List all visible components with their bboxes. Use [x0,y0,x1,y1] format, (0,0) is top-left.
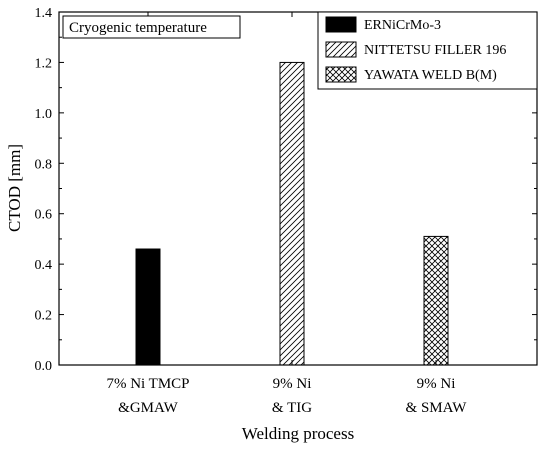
legend-label: ERNiCrMo-3 [364,18,441,33]
bars-group [135,61,449,366]
x-tick-label-line1: 9% Ni [273,376,312,392]
y-tick-label: 0.0 [35,359,53,374]
legend-label: NITTETSU FILLER 196 [364,43,506,58]
bar [279,61,305,366]
y-axis-label: CTOD [mm] [5,144,24,232]
bar [135,248,161,366]
x-axis-label: Welding process [242,424,354,443]
legend: ERNiCrMo-3 NITTETSU FILLER 196 YAWATA WELD… [317,11,538,90]
y-tick-label: 1.4 [35,6,53,21]
x-tick-label-line2: & TIG [272,400,312,416]
legend-swatch [325,41,357,58]
y-tick-label: 0.6 [35,208,53,223]
x-tick-label-line2: & SMAW [406,400,468,416]
legend-swatch [325,66,357,83]
x-tick-label-line1: 9% Ni [417,376,456,392]
legend-swatch [325,16,357,33]
x-axis: 7% Ni TMCP&GMAW 9% Ni & TIG 9% Ni & SMAW [106,12,467,416]
annotation-box: Cryogenic temperature [62,15,241,39]
y-tick-label: 1.0 [35,107,53,122]
y-tick-label: 0.4 [35,258,53,273]
x-tick-label-line1: 7% Ni TMCP [106,376,189,392]
annotation-text: Cryogenic temperature [69,20,207,36]
bar [423,235,449,366]
y-tick-label: 0.2 [35,309,53,324]
y-axis: 0.0 0.2 0.4 0.6 0.8 1.0 1.2 1.4 [35,6,537,374]
x-tick-label-line2: &GMAW [118,400,178,416]
y-tick-label: 1.2 [35,56,53,71]
legend-label: YAWATA WELD B(M) [364,68,497,83]
y-tick-label: 0.8 [35,157,53,172]
